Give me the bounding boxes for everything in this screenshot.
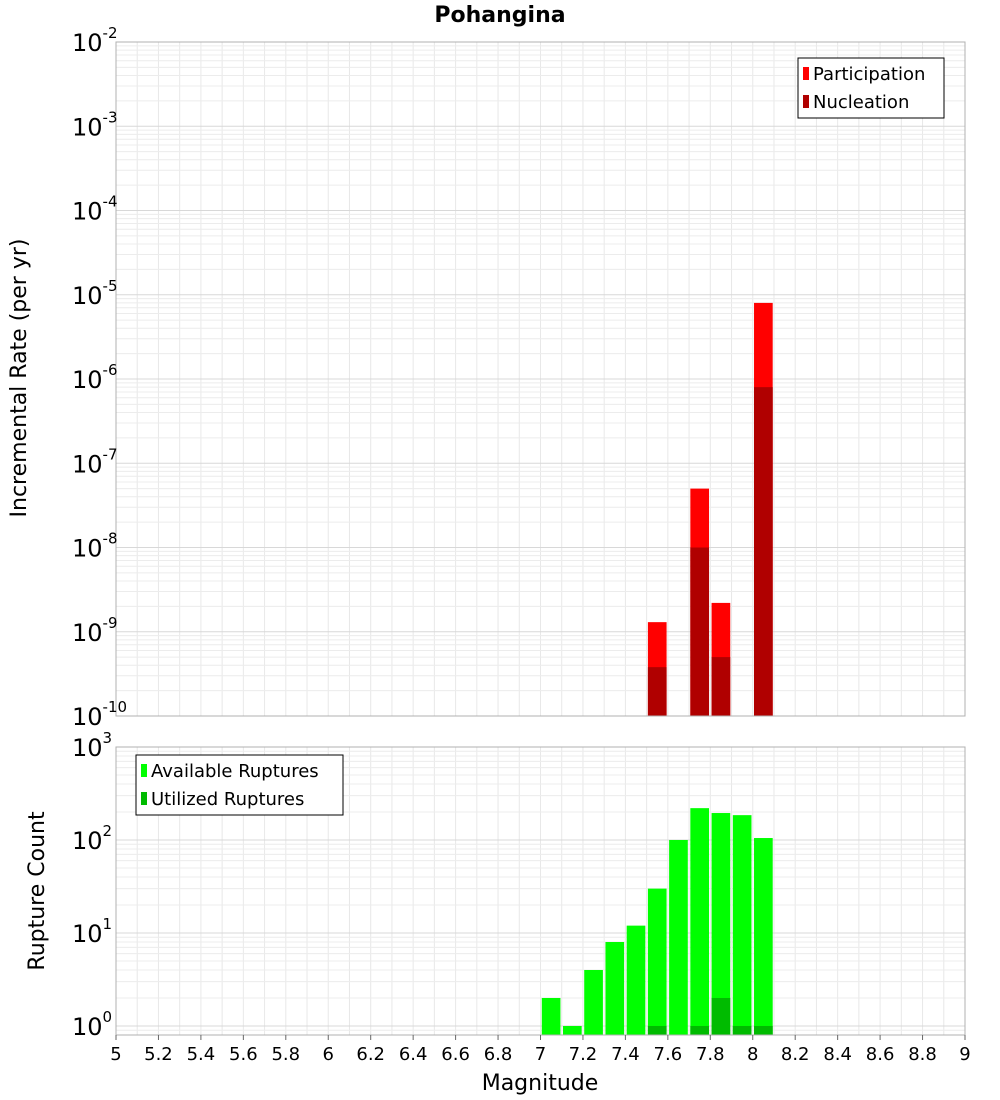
count-bar: [690, 808, 710, 1035]
count-bar: [626, 925, 646, 1035]
count-y-tick-label: 101: [72, 915, 112, 948]
x-tick-label: 7: [535, 1044, 546, 1065]
rate-bar: [690, 547, 710, 716]
rate-legend: Participation Nucleation: [797, 57, 945, 119]
rate-y-tick-label: 10-8: [72, 530, 118, 563]
count-bar: [669, 839, 688, 1035]
rate-y-ticks: 10-10 10-9 10-8 10-7 10-6 10-5 10-4 10-3 10-2: [72, 24, 127, 731]
rate-legend-swatch: [803, 67, 809, 80]
x-tick-label: 6.4: [399, 1044, 428, 1065]
rate-y-tick-label: 10-9: [72, 614, 118, 647]
count-legend-swatch: [141, 764, 147, 777]
count-bar: [711, 997, 731, 1035]
count-bar: [732, 815, 752, 1035]
x-ticks: 5 5.2 5.4 5.6 5.8 6 6.2 6.4 6.6 6.8 7 7.2 7.4 7.6 7.8 8…: [110, 1035, 971, 1065]
rate-legend-swatch: [803, 95, 809, 108]
rate-legend-label: Nucleation: [813, 92, 909, 113]
x-tick-label: 8.4: [823, 1044, 852, 1065]
rate-y-tick-label: 10-2: [72, 24, 118, 57]
chart-title: Pohangina: [434, 3, 565, 28]
magnitude-x-axis-label: Magnitude: [482, 1071, 599, 1096]
count-bar: [711, 813, 731, 1035]
count-bar: [754, 1025, 773, 1035]
count-bar: [562, 1025, 582, 1035]
rate-y-tick-label: 10-3: [72, 108, 118, 141]
x-tick-label: 6.8: [484, 1044, 513, 1065]
rate-y-tick-label: 10-4: [72, 193, 118, 226]
count-legend-box: [135, 754, 344, 816]
count-y-axis-label: Rupture Count: [25, 811, 50, 971]
x-tick-label: 6.6: [441, 1044, 470, 1065]
x-tick-label: 7.4: [611, 1044, 640, 1065]
x-tick-label: 7.2: [569, 1044, 598, 1065]
count-bar: [584, 969, 603, 1035]
count-bar: [647, 888, 667, 1035]
count-bar: [754, 838, 773, 1035]
count-y-tick-label: 103: [72, 729, 112, 762]
x-tick-label: 5.2: [144, 1044, 173, 1065]
x-tick-label: 8.2: [781, 1044, 810, 1065]
count-legend-swatch: [141, 792, 147, 805]
rate-legend-box: [797, 57, 945, 119]
count-bar: [732, 1025, 752, 1035]
count-series-1: [541, 808, 773, 1035]
x-tick-label: 6: [323, 1044, 334, 1065]
x-tick-label: 7.6: [654, 1044, 683, 1065]
rate-series-2: [647, 387, 773, 716]
count-y-tick-label: 100: [72, 1008, 112, 1041]
count-legend-label: Available Ruptures: [151, 761, 319, 782]
x-tick-label: 5: [110, 1044, 121, 1065]
rate-y-tick-label: 10-5: [72, 277, 118, 310]
x-tick-label: 7.8: [696, 1044, 725, 1065]
count-bar: [541, 997, 561, 1035]
rate-plot-frame: [115, 41, 966, 717]
rate-legend-label: Participation: [813, 64, 925, 85]
count-bar: [690, 1025, 710, 1035]
rate-bar: [754, 387, 773, 716]
x-tick-label: 5.4: [187, 1044, 216, 1065]
x-tick-label: 8: [747, 1044, 758, 1065]
x-tick-label: 8.8: [908, 1044, 937, 1065]
rate-grid: [115, 41, 966, 717]
x-tick-label: 8.6: [866, 1044, 895, 1065]
rate-bar: [647, 667, 667, 716]
count-y-tick-label: 102: [72, 822, 112, 855]
rate-plot: 10-10 10-9 10-8 10-7 10-6 10-5 10-4 10-3 10-2 Par…: [72, 24, 966, 731]
x-tick-label: 5.6: [229, 1044, 258, 1065]
count-y-ticks: 100 101 102 103: [72, 729, 112, 1041]
rate-y-tick-label: 10-10: [72, 698, 127, 731]
x-tick-label: 5.8: [271, 1044, 300, 1065]
count-bar: [647, 1025, 667, 1035]
count-legend: Available Ruptures Utilized Ruptures: [135, 754, 344, 816]
count-series-2: [647, 997, 773, 1035]
count-legend-label: Utilized Ruptures: [151, 789, 304, 810]
count-bar: [605, 942, 625, 1035]
rate-y-tick-label: 10-6: [72, 361, 118, 394]
x-tick-label: 6.2: [356, 1044, 385, 1065]
rate-bar: [711, 657, 731, 716]
rate-y-tick-label: 10-7: [72, 445, 118, 478]
x-tick-label: 9: [959, 1044, 970, 1065]
rate-y-axis-label: Incremental Rate (per yr): [7, 239, 32, 518]
rupture-count-plot: 100 101 102 103 Available Ruptures Utilized R…: [72, 729, 971, 1065]
